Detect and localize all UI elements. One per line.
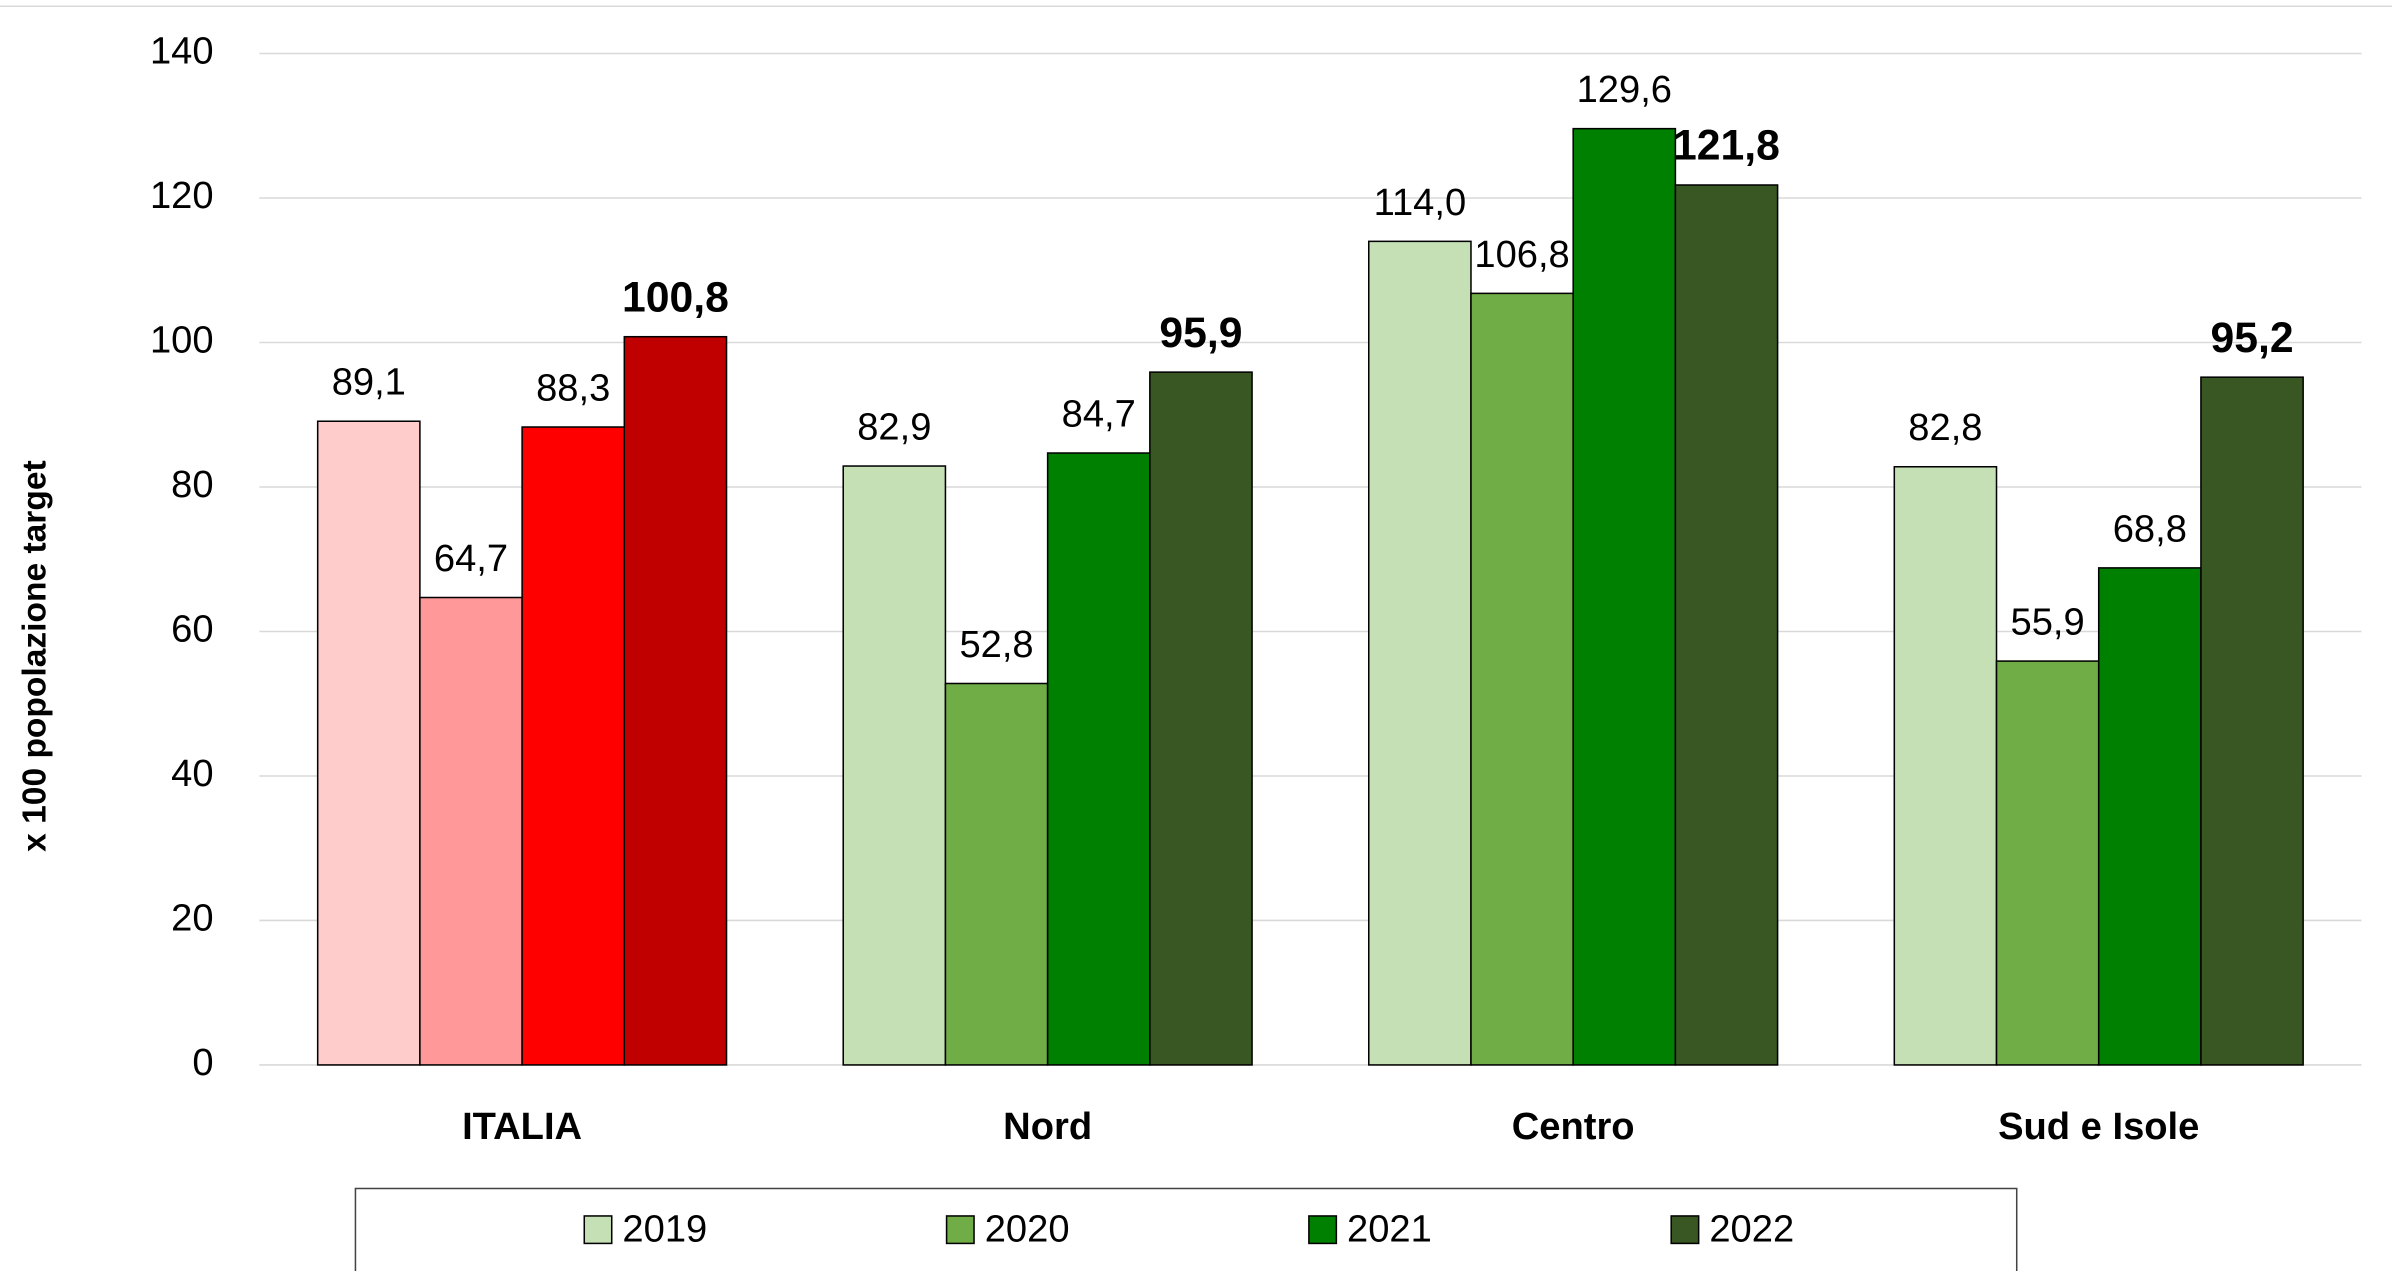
y-tick-label: 60 [171,608,213,651]
x-tick-label: Sud e Isole [1998,1105,2199,1148]
y-tick-label: 140 [150,30,214,73]
bar [1368,240,1472,1066]
legend-box [354,1187,2018,1271]
value-label: 106,8 [1474,233,1569,276]
bar [316,420,421,1066]
bar [1046,452,1151,1066]
bar [842,465,947,1066]
y-tick-label: 0 [192,1041,213,1084]
legend-label: 2022 [1709,1207,1794,1250]
y-tick-label: 120 [150,174,214,217]
value-label: 82,8 [1908,406,1982,449]
bar [1572,127,1677,1066]
value-label: 129,6 [1577,68,1672,111]
bar [419,596,523,1066]
bar [1149,371,1253,1066]
bar [1674,184,1779,1066]
y-tick-label: 20 [171,897,213,940]
bar [2200,376,2304,1066]
y-tick-label: 80 [171,463,213,506]
value-label: 121,8 [1673,122,1780,170]
x-tick-label: ITALIA [462,1105,582,1148]
bar [944,682,1049,1066]
y-tick-label: 40 [171,752,213,795]
legend-label: 2021 [1347,1207,1432,1250]
bar [2097,567,2202,1066]
bar [1893,465,1998,1066]
value-label: 55,9 [2011,601,2085,644]
x-tick-label: Nord [1003,1105,1092,1148]
y-tick-label: 100 [150,319,214,362]
y-axis-label: x 100 popolazione target [16,460,53,851]
value-label: 64,7 [434,537,508,580]
value-label: 68,8 [2113,507,2187,550]
value-label: 84,7 [1062,392,1136,435]
value-label: 95,9 [1159,309,1242,357]
legend-label: 2020 [985,1207,1070,1250]
legend-swatch [945,1215,975,1245]
value-label: 88,3 [536,366,610,409]
bar [521,426,626,1066]
value-label: 89,1 [332,361,406,404]
value-label: 100,8 [622,273,729,321]
value-label: 52,8 [959,623,1033,666]
legend-label: 2019 [622,1207,707,1250]
bar [1470,292,1574,1066]
legend-swatch [1308,1215,1338,1245]
value-label: 114,0 [1374,181,1467,224]
bar [1995,660,2100,1066]
legend-swatch [583,1215,613,1245]
legend-swatch [1670,1215,1700,1245]
value-label: 82,9 [857,405,931,448]
value-label: 95,2 [2210,314,2293,362]
x-tick-label: Centro [1512,1105,1635,1148]
bar [623,335,728,1066]
